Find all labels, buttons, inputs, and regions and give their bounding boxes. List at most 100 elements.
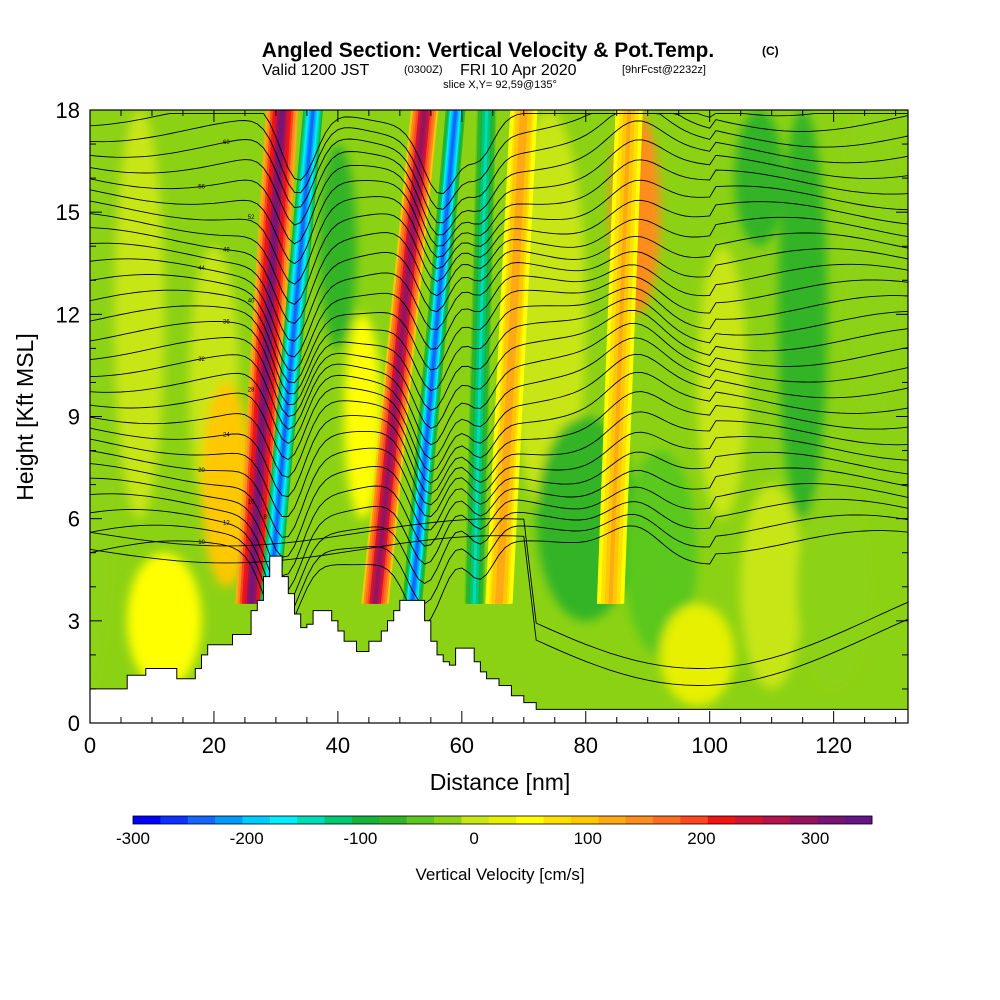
x-tick-label: 20 (202, 733, 226, 758)
colorbar-swatch (461, 816, 490, 824)
valid-utc: (0300Z) (404, 64, 443, 76)
theta-contour (90, 309, 908, 429)
valid-prefix: Valid 1200 JST (262, 62, 370, 79)
theta-contour (90, 498, 908, 608)
x-tick-label: 120 (815, 733, 852, 758)
x-tick-label: 40 (326, 733, 350, 758)
theta-contour (90, 451, 908, 558)
theta-contour (90, 112, 908, 210)
velocity-patch (127, 552, 202, 689)
velocity-patch (697, 246, 747, 519)
colorbar-tick-label: 200 (687, 829, 715, 848)
valid-date: FRI 10 Apr 2020 (460, 62, 577, 79)
contour-label: 44 (198, 266, 205, 272)
velocity-patch (740, 484, 803, 689)
contour-label: 24 (223, 433, 230, 439)
contour-label: 32 (198, 357, 205, 363)
colorbar-swatch (653, 816, 681, 824)
theta-contour (90, 353, 908, 473)
theta-contour (90, 322, 908, 446)
contour-label: 10 (198, 540, 205, 546)
colorbar-swatch (297, 816, 325, 824)
velocity-patch (734, 110, 785, 247)
colorbar-tick-label: 0 (469, 829, 478, 848)
velocity-patch (201, 382, 252, 587)
y-tick-label: 15 (56, 200, 80, 225)
title-unit: (C) (762, 44, 779, 58)
colorbar-swatch (133, 816, 161, 824)
colorbar-tick-label: -300 (116, 829, 150, 848)
velocity-band (268, 110, 315, 604)
contour-label: 36 (223, 320, 230, 326)
colorbar-swatch (598, 816, 627, 824)
forecast-tag: [9hrFcst@2232z] (622, 64, 706, 76)
y-tick-label: 6 (68, 507, 80, 532)
velocity-band (608, 110, 632, 604)
y-tick-label: 0 (68, 711, 80, 736)
y-tick-label: 18 (56, 98, 80, 123)
theta-contour (90, 391, 908, 498)
theta-contour (90, 286, 908, 395)
y-axis-label: Height [Kft MSL] (12, 333, 38, 500)
colorbar-swatch (516, 816, 544, 824)
theta-contour (90, 483, 908, 593)
slice-info: slice X,Y= 92,59@135° (443, 79, 557, 91)
velocity-patch (796, 484, 871, 689)
contour-label: 64 (248, 100, 255, 106)
colorbar-tick-label: -100 (343, 829, 377, 848)
valid-line: Valid 1200 JST (0300Z) FRI 10 Apr 2020 [… (262, 62, 706, 79)
theta-contour (90, 232, 908, 342)
velocity-patch (114, 110, 165, 519)
velocity-patch (344, 314, 382, 519)
colorbar-swatch (762, 816, 791, 824)
colorbar-swatch (707, 816, 736, 824)
velocity-patch (839, 110, 902, 417)
colorbar-swatch (844, 816, 873, 824)
colorbar-swatch (817, 816, 846, 824)
x-axis: 0 20 40 60 80 100 120 (84, 110, 897, 758)
theta-contour (90, 179, 908, 285)
velocity-band (497, 110, 526, 604)
colorbar-tick-label: 100 (574, 829, 602, 848)
colorbar-swatch (351, 816, 380, 824)
velocity-patch (777, 110, 828, 519)
theta-contour (90, 263, 908, 372)
colorbar-swatch (242, 816, 271, 824)
colorbar-swatch (680, 816, 709, 824)
colorbar-swatch (406, 816, 435, 824)
contour-label: 48 (223, 248, 230, 254)
theta-contour (90, 139, 908, 247)
contour-label: 20 (198, 468, 205, 474)
theta-contour (90, 112, 908, 224)
colorbar-tick-label: -200 (230, 829, 264, 848)
theta-contour (90, 513, 908, 621)
y-tick-label: 9 (68, 405, 80, 430)
colorbar-swatch (324, 816, 353, 824)
theta-contour (90, 337, 908, 460)
velocity-band (410, 110, 458, 604)
colorbar-ticks: -300 -200 -100 0 100 200 300 (116, 829, 829, 848)
theta-contour (90, 275, 908, 384)
theta-contour (90, 467, 908, 577)
colorbar-swatch (379, 816, 408, 824)
terrain-mask (90, 555, 908, 723)
x-tick-label: 60 (450, 733, 474, 758)
plot-area: 10 12 16 20 24 28 32 36 40 44 48 52 56 60 64 8 (90, 100, 908, 723)
chart-title: Angled Section: Vertical Velocity & Pot.… (262, 39, 714, 62)
theta-contour (90, 248, 908, 358)
colorbar-swatch (735, 816, 763, 824)
contour-label: 56 (198, 185, 205, 191)
colorbar-swatch (488, 816, 517, 824)
theta-contour (90, 411, 908, 517)
y-tick-label: 3 (68, 609, 80, 634)
colorbar-swatch (543, 816, 572, 824)
velocity-patch (622, 450, 698, 655)
x-tick-label: 100 (691, 733, 728, 758)
velocity-patch (319, 144, 357, 349)
x-axis-label: Distance [nm] (430, 769, 571, 795)
contour-label: 60 (223, 140, 230, 146)
colorbar-swatch (570, 816, 599, 824)
colorbar-frame (132, 815, 873, 825)
